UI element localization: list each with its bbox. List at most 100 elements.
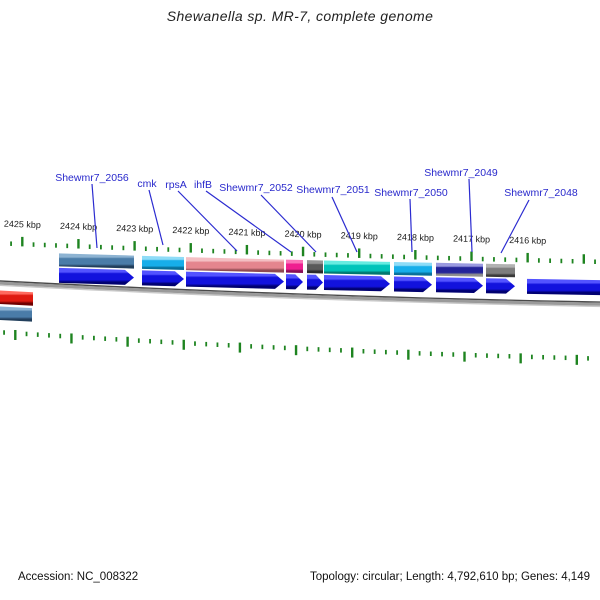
ruler-tick: [194, 341, 196, 346]
gene-leader-line: [331, 196, 358, 253]
ruler-tick: [70, 333, 73, 344]
gene-block-ihfB[interactable]: [286, 259, 303, 273]
ruler-tick: [594, 259, 596, 264]
ruler-tick: [25, 331, 28, 337]
ruler-tick: [216, 342, 219, 347]
ruler-label: 2418 kbp: [397, 232, 434, 243]
gene-label-Shewmr7_2050[interactable]: Shewmr7_2050: [374, 187, 448, 199]
gene-arrow-Shewmr7_2049[interactable]: [436, 277, 483, 293]
gene-label-Shewmr7_2051[interactable]: Shewmr7_2051: [296, 184, 370, 196]
ruler-tick: [553, 355, 556, 360]
gene-arrow-Shewmr7_2056[interactable]: [59, 267, 134, 285]
ruler-tick: [250, 344, 253, 349]
gene-arrow-Shewmr7_2048[interactable]: [486, 278, 515, 294]
ruler-label: 2423 kbp: [116, 223, 153, 234]
gene-arrow-Shewmr7_2051[interactable]: [324, 275, 390, 292]
gene-label-ihfB[interactable]: ihfB: [194, 179, 212, 191]
reverse-gene-arrow[interactable]: [0, 290, 33, 306]
ruler-tick: [519, 353, 522, 364]
gene-block-cmk[interactable]: [142, 255, 184, 270]
ruler-tick: [486, 353, 488, 358]
gene-arrow-cmk[interactable]: [142, 270, 184, 287]
gene-arrows: [59, 267, 600, 296]
ruler-tick: [306, 346, 309, 352]
gene-labels: Shewmr7_2056 cmk rpsA ihfB Shewmr7_2052 Shewm…: [55, 167, 578, 199]
ruler-tick: [425, 255, 428, 260]
ruler-tick: [549, 258, 552, 263]
gene-arrow-Shewmr7_2052[interactable]: [307, 274, 323, 290]
gene-block-Shewmr7_2052[interactable]: [307, 260, 323, 274]
ruler-tick: [167, 247, 170, 252]
ruler-tick: [436, 255, 439, 261]
gene-label-Shewmr7_2049[interactable]: Shewmr7_2049: [424, 167, 498, 179]
ruler-label: 2422 kbp: [172, 225, 209, 236]
ruler-tick: [441, 351, 443, 357]
ruler-tick: [257, 250, 260, 255]
ruler-tick: [571, 258, 574, 264]
reverse-strand-genes: [0, 290, 33, 322]
gene-label-Shewmr7_2052[interactable]: Shewmr7_2052: [219, 182, 293, 194]
ruler-tick: [463, 351, 466, 362]
ruler-tick: [526, 252, 529, 263]
ruler-tick: [396, 350, 399, 355]
ruler-tick: [508, 354, 511, 359]
ruler-tick: [201, 248, 203, 253]
ruler-tick: [564, 355, 567, 361]
gene-label-rpsA[interactable]: rpsA: [165, 179, 187, 191]
ruler-label: 2419 kbp: [341, 230, 378, 241]
ruler-tick: [77, 239, 80, 249]
ruler-tick: [227, 343, 230, 348]
ruler-tick: [144, 246, 147, 252]
ruler-tick: [32, 242, 35, 247]
ruler-tick: [149, 338, 151, 344]
stats-text: Topology: circular; Length: 4,792,610 bp…: [309, 571, 590, 583]
gene-label-Shewmr7_2048[interactable]: Shewmr7_2048: [504, 187, 578, 199]
ruler-tick: [474, 353, 477, 358]
ruler-tick: [238, 342, 242, 353]
ruler-tick: [156, 246, 158, 252]
gene-arrow-unnamed[interactable]: [527, 278, 600, 296]
gene-label-cmk[interactable]: cmk: [137, 178, 157, 190]
ruler-tick: [317, 347, 320, 352]
ruler-tick: [10, 241, 12, 246]
gene-arrow-ihfB[interactable]: [286, 274, 303, 290]
gene-block-rpsA[interactable]: [186, 257, 284, 273]
ruler-tick: [122, 245, 125, 251]
ruler-tick: [88, 244, 91, 249]
ruler-tick: [515, 257, 518, 263]
ruler-tick: [212, 248, 215, 254]
gene-block-Shewmr7_2056[interactable]: [59, 253, 134, 269]
ruler-tick: [301, 246, 305, 257]
ruler-tick: [178, 247, 181, 253]
gene-leader-line: [409, 198, 413, 253]
gene-block-Shewmr7_2051[interactable]: [324, 260, 390, 275]
ruler-tick: [530, 354, 533, 360]
ruler-tick: [160, 339, 163, 345]
ruler-tick: [104, 336, 107, 341]
ruler-tick: [324, 252, 327, 257]
gene-label-Shewmr7_2056[interactable]: Shewmr7_2056: [55, 172, 129, 184]
gene-block-Shewmr7_2049[interactable]: [436, 262, 483, 277]
ruler-label: 2420 kbp: [284, 229, 321, 240]
ruler-tick: [459, 256, 462, 261]
gene-color-blocks: [59, 253, 515, 278]
ruler-tick: [245, 244, 249, 255]
ruler-tick: [100, 244, 102, 250]
gene-leader-line: [260, 194, 317, 253]
ruler-tick: [36, 332, 39, 337]
ruler-label: 2424 kbp: [60, 221, 97, 232]
ruler-tick: [313, 252, 316, 257]
ruler-tick: [481, 256, 484, 262]
gene-block-Shewmr7_2048[interactable]: [486, 263, 515, 278]
accession-text: Accession: NC_008322: [18, 571, 139, 583]
gene-arrow-Shewmr7_2050[interactable]: [394, 276, 432, 293]
gene-leader-line: [177, 190, 238, 252]
ruler-tick: [414, 250, 417, 260]
reverse-gene-block[interactable]: [0, 306, 32, 322]
ruler-tick: [575, 354, 578, 365]
gene-block-Shewmr7_2050[interactable]: [394, 262, 432, 276]
gene-arrow-rpsA[interactable]: [186, 271, 284, 289]
ruler-tick: [43, 242, 46, 248]
ruler-label: 2425 kbp: [4, 219, 41, 230]
